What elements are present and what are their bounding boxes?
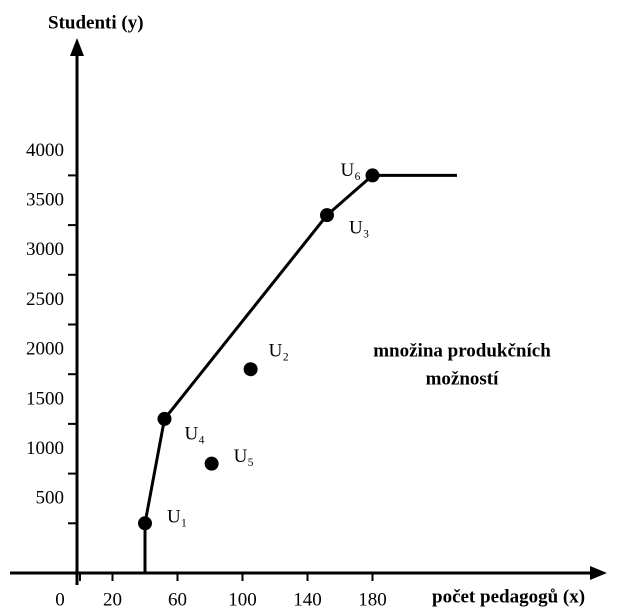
y-axis-arrow xyxy=(70,38,84,56)
y-tick-label: 500 xyxy=(36,488,65,509)
x-axis-label: počet pedagogů (x) xyxy=(432,586,585,607)
point xyxy=(138,516,152,531)
x-tick-label: 140 xyxy=(293,589,322,610)
y-axis-label: Studenti (y) xyxy=(48,12,144,33)
point xyxy=(243,362,258,377)
frontier-line xyxy=(143,173,457,573)
annotation: možností xyxy=(426,368,500,389)
x-tick-label: 100 xyxy=(228,589,257,610)
annotation: množina produkčních xyxy=(373,340,551,361)
point-label: U₄ xyxy=(185,423,205,444)
y-tick-label: 4000 xyxy=(26,140,64,161)
x-tick-label: 20 xyxy=(103,589,122,610)
point-label: U₁ xyxy=(167,507,187,528)
point-label: U₆ xyxy=(341,160,361,181)
y-tick-label: 3500 xyxy=(26,189,64,210)
y-tick-label: 3000 xyxy=(26,239,64,260)
x-tick-label: 60 xyxy=(168,589,187,610)
point xyxy=(157,411,172,426)
y-tick-label: 1500 xyxy=(26,388,64,409)
y-tick-label: 1000 xyxy=(26,438,64,459)
point-label: U₃ xyxy=(349,218,369,239)
x-tick-label: 180 xyxy=(358,589,387,610)
point xyxy=(320,208,334,223)
point xyxy=(204,456,219,471)
point-label: U₅ xyxy=(234,446,254,467)
y-tick-label: 2000 xyxy=(26,339,64,360)
point xyxy=(365,168,380,183)
y-tick-label: 2500 xyxy=(26,289,64,310)
point-label: U₂ xyxy=(269,341,289,362)
x-tick-label: 0 xyxy=(55,589,65,610)
x-axis-arrow xyxy=(590,566,607,580)
